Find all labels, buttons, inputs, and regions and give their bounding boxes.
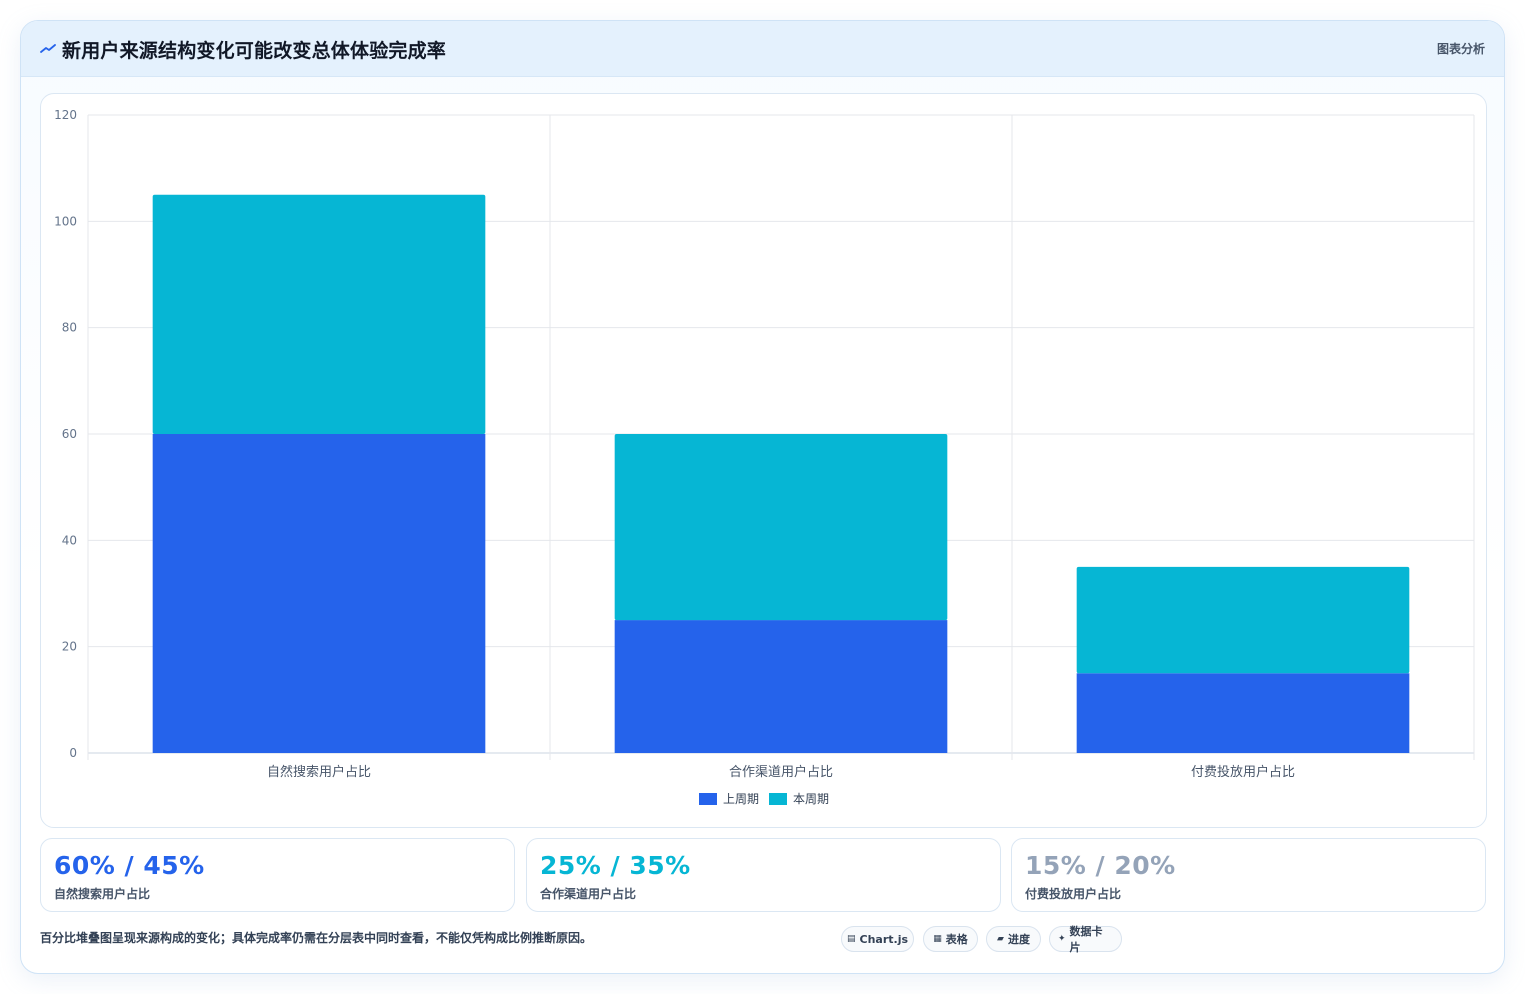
stat-value: 25% / 35% xyxy=(540,851,691,880)
chip-label: 表格 xyxy=(945,933,968,946)
chip-label: 进度 xyxy=(1007,933,1030,946)
y-tick-label: 80 xyxy=(62,321,77,335)
stacked-bar-chart: 0 20 40 60 80 100 120 自然搜索用户占比 合作渠道用户占比 付费投放用户占比上… xyxy=(54,108,1475,806)
bar-previous xyxy=(152,434,486,753)
stat-card-partner: 25% / 35% 合作渠道用户占比 xyxy=(526,838,1001,912)
chip-progress[interactable]: ▰ 进度 xyxy=(986,926,1041,952)
footnote: 百分比堆叠图呈现来源构成的变化；具体完成率仍需在分层表中同时查看，不能仅凭构成比… xyxy=(40,931,593,945)
stat-label: 合作渠道用户占比 xyxy=(540,887,637,901)
bar-previous xyxy=(1076,673,1410,753)
x-tick-label: 自然搜索用户占比 xyxy=(267,764,371,780)
y-tick-label: 20 xyxy=(62,640,77,654)
y-tick-label: 0 xyxy=(69,746,77,760)
stat-card-paid: 15% / 20% 付费投放用户占比 xyxy=(1011,838,1486,912)
stat-label: 自然搜索用户占比 xyxy=(54,887,151,901)
chip-label: Chart.js xyxy=(859,932,909,946)
y-tick-label: 100 xyxy=(54,214,77,228)
bar-current xyxy=(152,194,486,434)
progress-icon: ▰ xyxy=(997,934,1004,944)
trend-icon xyxy=(40,44,56,53)
chart-icon: ▤ xyxy=(846,934,856,944)
stat-card-organic: 60% / 45% 自然搜索用户占比 xyxy=(40,838,515,912)
sparkle-icon: ✦ xyxy=(1058,934,1066,944)
y-tick-label: 60 xyxy=(62,427,77,441)
stat-value: 15% / 20% xyxy=(1025,851,1176,880)
legend-label: 本周期 xyxy=(793,792,829,806)
legend-swatch xyxy=(699,793,717,805)
bar-previous xyxy=(614,620,948,753)
chip-label: 数据卡片 xyxy=(1069,925,1103,954)
chart-analysis-tag: 图表分析 xyxy=(1436,42,1485,56)
chip-table[interactable]: ▦ 表格 xyxy=(923,926,978,952)
stat-value: 60% / 45% xyxy=(54,851,205,880)
page-title: 新用户来源结构变化可能改变总体体验完成率 xyxy=(62,40,447,62)
legend-swatch xyxy=(769,793,787,805)
x-tick-label: 合作渠道用户占比 xyxy=(729,764,833,780)
y-tick-label: 120 xyxy=(54,108,77,122)
chart-panel: 0 20 40 60 80 100 120 自然搜索用户占比 合作渠道用户占比 付费投放用户占比上… xyxy=(40,93,1487,828)
table-icon: ▦ xyxy=(933,934,942,944)
chip-data-card[interactable]: ✦ 数据卡片 xyxy=(1049,925,1122,954)
legend-label: 上周期 xyxy=(723,792,759,806)
x-tick-label: 付费投放用户占比 xyxy=(1191,764,1295,780)
chip-chartjs[interactable]: ▤ Chart.js xyxy=(841,926,914,952)
bar-current xyxy=(1076,566,1410,674)
card-header: 新用户来源结构变化可能改变总体体验完成率 图表分析 xyxy=(21,21,1504,77)
stat-label: 付费投放用户占比 xyxy=(1025,887,1122,901)
chart-card: 新用户来源结构变化可能改变总体体验完成率 图表分析 0 20 40 60 80 100 12… xyxy=(20,20,1505,974)
y-tick-label: 40 xyxy=(62,533,77,547)
bar-current xyxy=(614,434,948,621)
